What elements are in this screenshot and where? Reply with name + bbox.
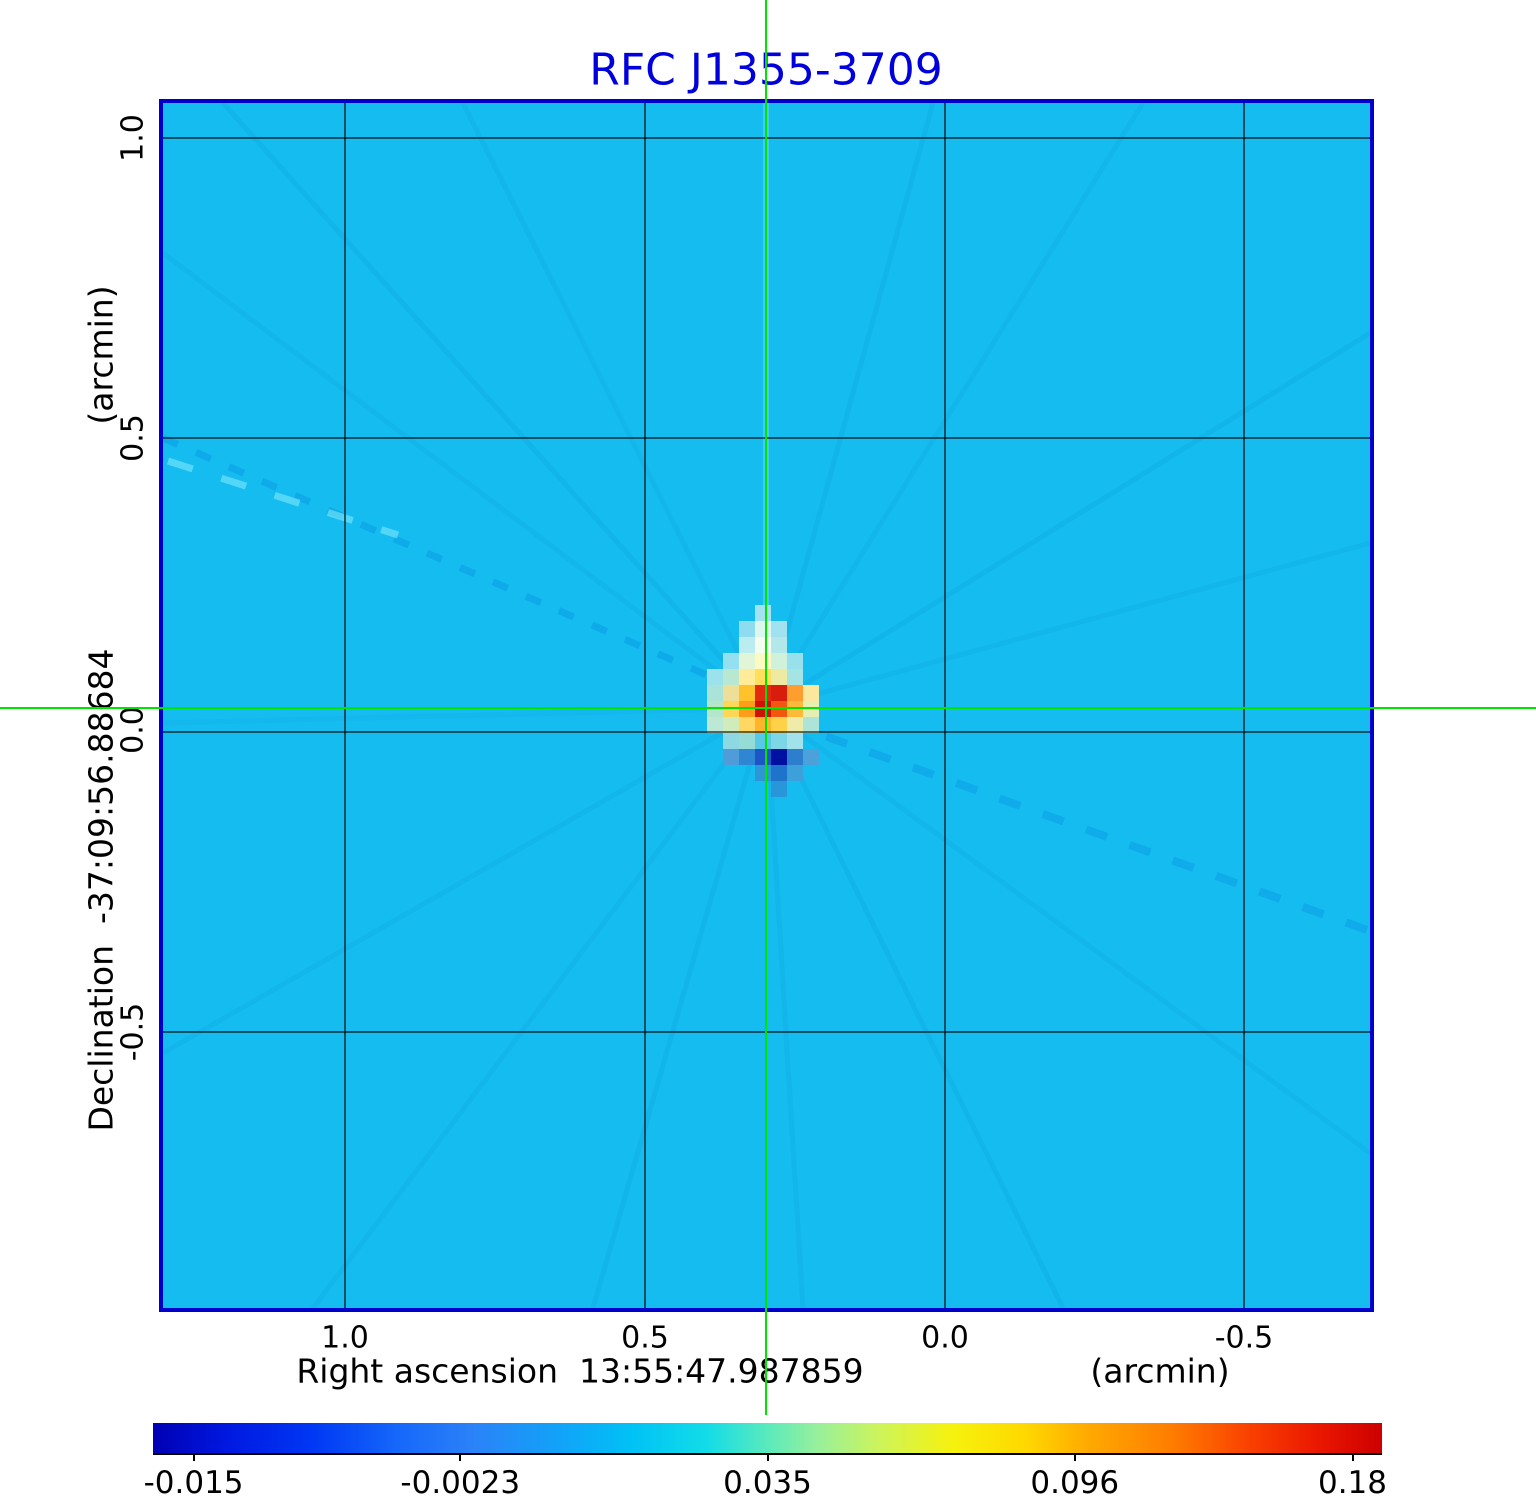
- source-pixel: [723, 749, 739, 765]
- source-pixel: [803, 717, 819, 733]
- source-pixel: [723, 669, 739, 685]
- beam-ray: [765, 540, 1370, 711]
- beam-ray: [763, 707, 806, 1308]
- source-pixel: [787, 701, 803, 717]
- source-pixel: [787, 653, 803, 669]
- beam-ray: [311, 706, 768, 1308]
- colorbar-tickmark: [459, 1453, 462, 1461]
- beam-ray: [163, 705, 768, 1056]
- source-pixel: [771, 781, 787, 797]
- source-pixel: [803, 749, 819, 765]
- source-pixel: [771, 685, 787, 701]
- source-pixel: [771, 621, 787, 637]
- source-pixel: [787, 717, 803, 733]
- source-pixel: [707, 717, 723, 733]
- beam-ray: [764, 330, 1370, 711]
- source-pixel: [739, 653, 755, 669]
- source-pixel: [755, 637, 771, 653]
- source-pixel: [787, 669, 803, 685]
- source-pixel: [755, 701, 771, 717]
- source-pixel: [755, 669, 771, 685]
- source-pixel: [755, 653, 771, 669]
- y-tick-label: 0.0: [115, 706, 151, 754]
- source-pixel: [771, 749, 787, 765]
- colorbar-tick-label: -0.015: [143, 1465, 244, 1501]
- source-pixel: [739, 685, 755, 701]
- beam-ray: [763, 706, 1066, 1308]
- colorbar-tickmark: [766, 1453, 769, 1461]
- source-pixel: [707, 701, 723, 717]
- source-pixel: [723, 685, 739, 701]
- source-pixel: [755, 749, 771, 765]
- beam-ray: [460, 103, 769, 710]
- source-pixel: [771, 653, 787, 669]
- source-pixel: [771, 669, 787, 685]
- source-pixel: [787, 765, 803, 781]
- source-pixel: [771, 717, 787, 733]
- colorbar-tick-label: 0.096: [1030, 1465, 1120, 1501]
- y-axis-label: Declination -37:09:56.88684: [81, 648, 121, 1132]
- source-pixel: [723, 653, 739, 669]
- beam-ray: [763, 103, 936, 709]
- source-pixel: [723, 701, 739, 717]
- source-pixel: [739, 749, 755, 765]
- sidelobe-streak: [781, 717, 1370, 935]
- colorbar-tick-label: 0.18: [1317, 1465, 1388, 1501]
- crosshair-horizontal-line: [0, 707, 1536, 709]
- colorbar-tickmark: [192, 1453, 195, 1461]
- source-pixel: [739, 717, 755, 733]
- beam-ray: [221, 103, 768, 710]
- source-pixel: [771, 701, 787, 717]
- source-pixel: [739, 701, 755, 717]
- source-pixel: [755, 605, 771, 621]
- y-tick-label: -0.5: [115, 1002, 151, 1062]
- y-axis-unit: (arcmin): [81, 285, 121, 425]
- source-pixel: [707, 669, 723, 685]
- beam-ray: [163, 251, 768, 710]
- source-pixel: [755, 717, 771, 733]
- x-tick-label: 1.0: [321, 1320, 369, 1356]
- source-pixel: [739, 621, 755, 637]
- source-pixel: [755, 765, 771, 781]
- sidelobe-streak: [166, 457, 400, 539]
- source-pixel: [755, 685, 771, 701]
- source-pixel: [803, 685, 819, 701]
- colorbar-tickmark: [1073, 1453, 1076, 1461]
- source-pixel: [771, 733, 787, 749]
- beam-ray: [590, 707, 769, 1308]
- source-pixel: [707, 685, 723, 701]
- source-pixel: [787, 749, 803, 765]
- x-axis-unit: (arcmin): [1090, 1351, 1230, 1391]
- source-pixel: [739, 637, 755, 653]
- x-axis-label: Right ascension 13:55:47.987859: [296, 1351, 864, 1391]
- source-pixel: [787, 733, 803, 749]
- beam-ray: [764, 705, 1370, 1156]
- source-pixel: [771, 765, 787, 781]
- colorbar-tick-label: 0.035: [723, 1465, 812, 1501]
- source-pixel: [755, 733, 771, 749]
- colorbar: -0.015 -0.0023 0.035 0.096 0.18: [144, 1423, 1387, 1501]
- beam-ray: [763, 103, 1146, 710]
- source-pixel: [771, 637, 787, 653]
- source-pixel: [739, 733, 755, 749]
- y-tick-label: 0.5: [115, 414, 151, 462]
- source-pixel: [723, 733, 739, 749]
- source-pixel: [787, 685, 803, 701]
- colorbar-tickmark: [1351, 1453, 1354, 1461]
- colorbar-gradient: [153, 1423, 1382, 1453]
- source-pixel: [755, 621, 771, 637]
- source-pixel: [739, 669, 755, 685]
- y-tick-label: 1.0: [115, 114, 151, 162]
- x-tick-label: 0.5: [621, 1320, 669, 1356]
- beam-ray: [163, 705, 767, 726]
- source-pixel: [803, 701, 819, 717]
- x-tick-label: -0.5: [1214, 1320, 1274, 1356]
- source-pixel: [723, 717, 739, 733]
- colorbar-tick-label: -0.0023: [400, 1465, 521, 1501]
- x-tick-label: 0.0: [921, 1320, 969, 1356]
